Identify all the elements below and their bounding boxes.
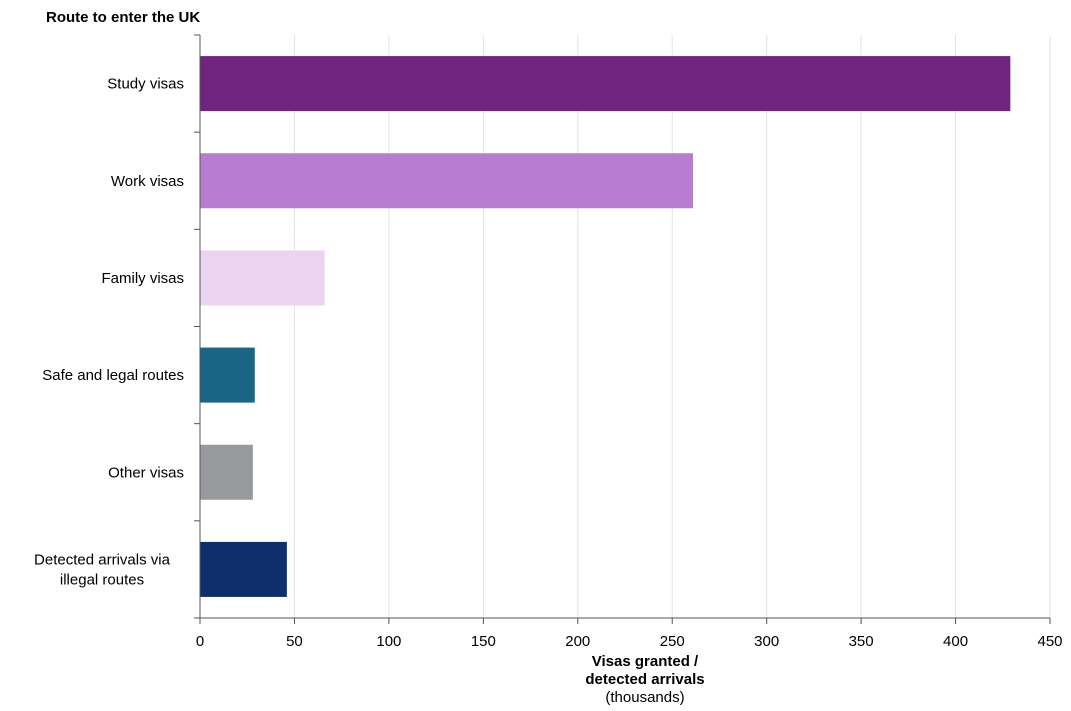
x-tick-labels: 0 50 100 150 200 250 300 350 400 450	[196, 633, 1063, 650]
category-label: Study visas	[107, 76, 184, 93]
bar	[200, 153, 693, 209]
x-tick-label: 0	[196, 633, 204, 650]
y-axis-title: Route to enter the UK	[46, 9, 201, 26]
bar	[200, 347, 255, 403]
category-label: Detected arrivals via illegal routes	[34, 551, 171, 588]
bar	[200, 250, 325, 306]
x-tick-label: 200	[565, 633, 590, 650]
bar	[200, 541, 287, 597]
x-tick-label: 300	[754, 633, 779, 650]
bars	[200, 56, 1011, 597]
category-label-line: Work visas	[111, 173, 184, 190]
gridlines	[293, 35, 1051, 618]
category-label: Other visas	[108, 464, 184, 481]
x-tick-label: 150	[471, 633, 496, 650]
x-tick-label: 400	[943, 633, 968, 650]
x-tick-label: 100	[376, 633, 401, 650]
category-label: Family visas	[101, 270, 184, 287]
x-axis-title-line2: detected arrivals	[585, 671, 705, 688]
category-label-line: Detected arrivals via	[34, 551, 171, 568]
x-tick-label: 250	[660, 633, 685, 650]
x-axis-unit: (thousands)	[605, 689, 685, 706]
bar	[200, 56, 1011, 112]
x-tick-label: 350	[849, 633, 874, 650]
axes	[194, 34, 1051, 624]
category-label: Safe and legal routes	[42, 367, 184, 384]
category-label-line: Safe and legal routes	[42, 367, 184, 384]
x-tick-label: 450	[1037, 633, 1062, 650]
category-label-line: illegal routes	[60, 571, 144, 588]
category-labels: Study visas Work visas Family visas Safe an…	[34, 76, 184, 589]
category-label: Work visas	[111, 173, 184, 190]
x-axis-title: Visas granted / detected arrivals (thous…	[545, 653, 745, 707]
bar	[200, 444, 253, 500]
category-label-line: Other visas	[108, 464, 184, 481]
category-label-line: Study visas	[107, 76, 184, 93]
category-label-line: Family visas	[101, 270, 184, 287]
x-tick-label: 50	[286, 633, 303, 650]
x-axis-title-line1: Visas granted /	[591, 653, 699, 670]
